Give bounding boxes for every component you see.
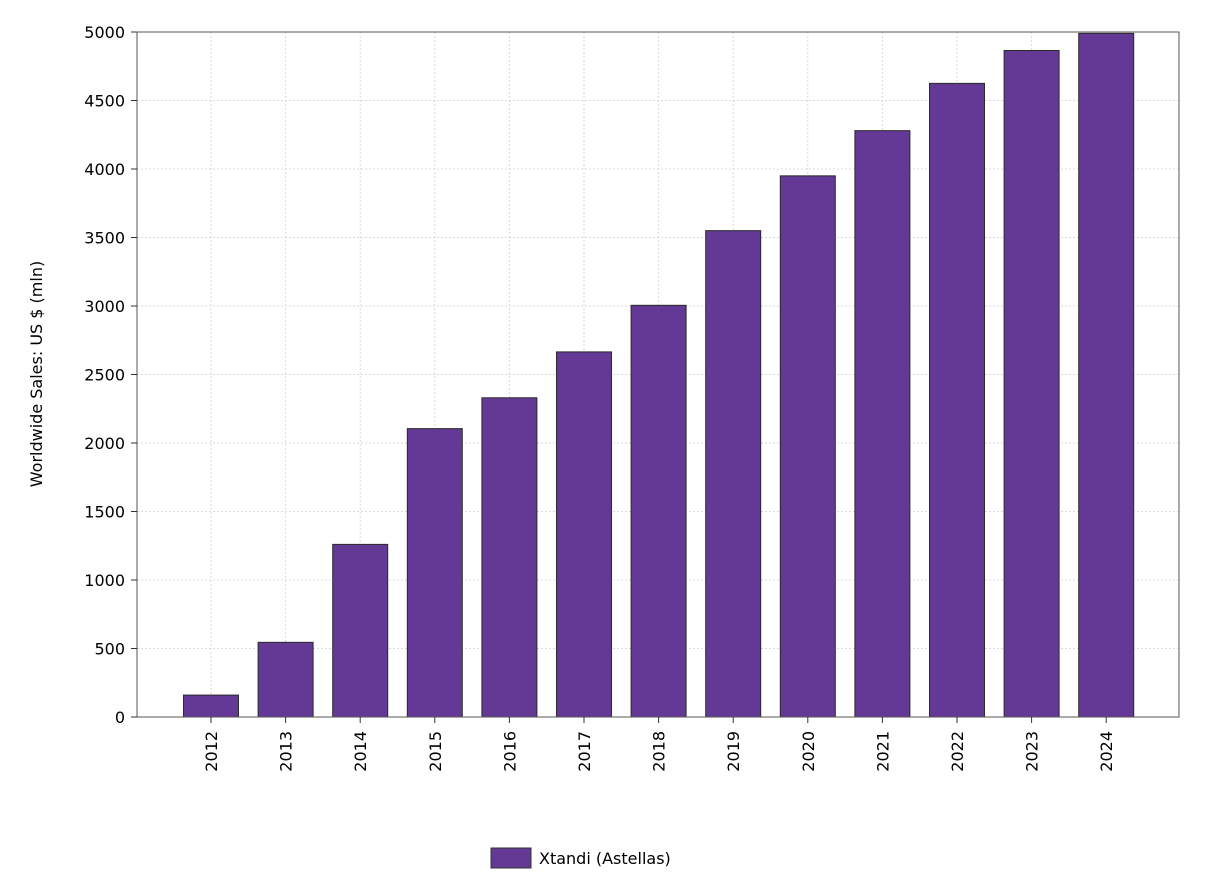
y-tick-label: 2000	[84, 434, 125, 453]
y-tick-label: 1000	[84, 571, 125, 590]
x-axis: 2012 2013 2014 2015 2016 2017 2018 2019 2020 2021…	[202, 717, 1116, 772]
x-tick-label: 2016	[500, 731, 519, 772]
x-tick-label: 2018	[650, 731, 669, 772]
y-tick-label: 5000	[84, 23, 125, 42]
x-tick-label: 2017	[575, 731, 594, 772]
bar-2018	[630, 304, 687, 718]
y-tick-label: 3500	[84, 229, 125, 248]
y-tick-label: 4500	[84, 92, 125, 111]
x-tick-label: 2015	[426, 731, 445, 772]
y-tick-label: 2500	[84, 366, 125, 385]
x-tick-label: 2019	[724, 731, 743, 772]
y-tick-label: 1500	[84, 503, 125, 522]
bar-2022	[929, 82, 985, 718]
legend: Xtandi (Astellas)	[490, 847, 671, 869]
legend-label: Xtandi (Astellas)	[539, 849, 671, 868]
x-tick-label: 2022	[948, 731, 967, 772]
y-tick-label: 4000	[84, 160, 125, 179]
y-axis: 0 500 1000 1500 2000 2500 3000 3500 4000 4500 5000	[84, 23, 137, 727]
bar-2021	[854, 130, 911, 718]
legend-swatch	[490, 847, 532, 869]
bar-2019	[705, 230, 762, 718]
bar-2024	[1078, 32, 1135, 718]
bar-2023	[1003, 49, 1060, 718]
bar-2016	[481, 397, 538, 718]
x-tick-label: 2020	[799, 731, 818, 772]
bars	[183, 32, 1135, 718]
bar-2020	[779, 175, 836, 718]
x-tick-label: 2014	[351, 731, 370, 772]
y-tick-label: 0	[115, 708, 125, 727]
y-axis-label: Worldwide Sales: US $ (mln)	[27, 261, 46, 487]
x-tick-label: 2021	[873, 731, 892, 772]
y-tick-label: 3000	[84, 297, 125, 316]
x-tick-label: 2023	[1023, 731, 1042, 772]
bar-2017	[556, 351, 612, 718]
bar-2012	[183, 694, 239, 718]
y-tick-label: 500	[94, 640, 125, 659]
bar-2013	[257, 641, 314, 718]
x-tick-label: 2013	[277, 731, 296, 772]
x-tick-label: 2012	[202, 731, 221, 772]
bar-2015	[406, 428, 463, 718]
bar-2014	[332, 543, 389, 718]
x-tick-label: 2024	[1097, 731, 1116, 772]
